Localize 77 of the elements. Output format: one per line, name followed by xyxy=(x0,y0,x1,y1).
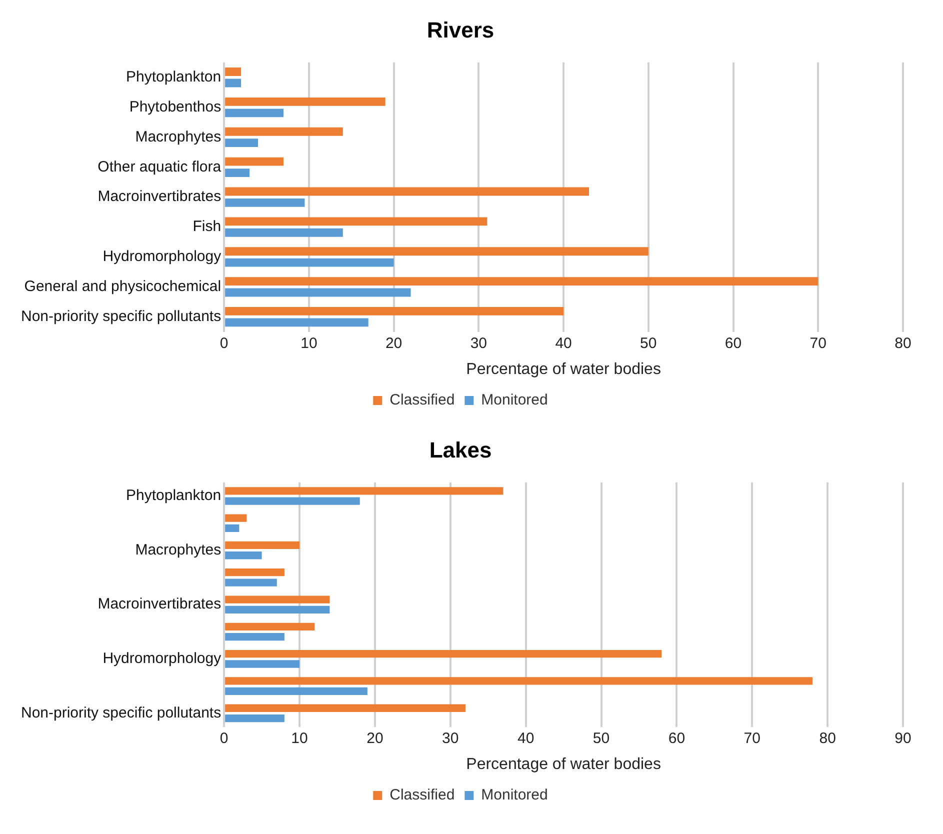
bar xyxy=(225,497,360,505)
bar xyxy=(225,606,330,614)
legend-label: Classified xyxy=(390,786,455,804)
bar xyxy=(225,288,411,297)
legend-label: Monitored xyxy=(481,786,548,804)
bar xyxy=(225,127,343,136)
x-tick-label: 30 xyxy=(442,730,459,747)
bar xyxy=(225,187,589,196)
bar xyxy=(225,318,368,327)
x-tick-label: 40 xyxy=(555,334,572,352)
x-tick-label: 60 xyxy=(724,334,742,352)
y-tick-label: Macroinvertibrates xyxy=(98,188,222,206)
x-tick-label: 0 xyxy=(220,730,228,747)
bar xyxy=(225,108,284,118)
bar xyxy=(225,198,305,207)
y-tick-label: Other aquatic flora xyxy=(98,158,222,176)
bar xyxy=(225,596,330,604)
bar xyxy=(225,552,262,560)
bar xyxy=(225,622,315,630)
bar xyxy=(225,487,504,495)
bar xyxy=(225,660,300,668)
y-tick-label: Fish xyxy=(192,218,222,236)
x-tick-label: 50 xyxy=(592,730,610,747)
x-tick-label: 40 xyxy=(517,730,534,747)
x-tick-label: 20 xyxy=(385,334,402,352)
bar xyxy=(225,228,343,237)
chart-title: Lakes xyxy=(429,437,492,462)
x-tick-label: 80 xyxy=(894,334,912,352)
x-tick-label: 30 xyxy=(470,334,488,352)
y-tick-label: Macroinvertibrates xyxy=(98,596,222,613)
x-tick-label: 0 xyxy=(220,334,228,352)
y-tick-label: Hydromorphology xyxy=(102,650,222,668)
bar xyxy=(225,677,812,685)
bar xyxy=(225,247,648,256)
x-axis-title: Percentage of water bodies xyxy=(466,360,661,378)
x-tick-label: 70 xyxy=(810,334,826,352)
chart-title: Rivers xyxy=(426,17,494,42)
legend-label: Monitored xyxy=(481,392,548,409)
bar xyxy=(225,168,250,177)
bar xyxy=(225,704,466,712)
y-tick-label: Non-priority specific pollutants xyxy=(20,308,222,325)
bar xyxy=(225,78,242,88)
x-tick-label: 10 xyxy=(300,334,318,352)
y-tick-label: Macrophytes xyxy=(135,128,222,146)
x-tick-label: 60 xyxy=(668,730,686,747)
y-tick-label: Phytoplankton xyxy=(126,487,222,504)
bar xyxy=(225,568,284,576)
x-tick-label: 10 xyxy=(291,730,308,747)
x-tick-label: 90 xyxy=(894,730,912,747)
y-tick-label: Non-priority specific pollutants xyxy=(20,704,222,722)
bar xyxy=(225,524,240,532)
bar xyxy=(225,687,368,695)
bar xyxy=(225,514,247,522)
bar xyxy=(225,97,386,106)
bar xyxy=(225,578,277,586)
bar xyxy=(225,541,300,550)
y-tick-label: General and physicochemical xyxy=(24,278,222,296)
bar xyxy=(225,714,284,722)
x-tick-label: 50 xyxy=(640,334,657,352)
bar xyxy=(225,138,258,148)
x-axis-title: Percentage of water bodies xyxy=(466,756,661,773)
bar xyxy=(225,633,284,641)
y-tick-label: Phytobenthos xyxy=(129,98,222,116)
y-tick-label: Hydromorphology xyxy=(102,248,222,266)
bar xyxy=(225,650,662,658)
bar xyxy=(225,307,564,316)
bar xyxy=(225,277,818,286)
x-tick-label: 70 xyxy=(744,730,760,747)
bar xyxy=(225,258,394,267)
legend-label: Classified xyxy=(390,392,455,409)
bar xyxy=(225,157,284,166)
bar xyxy=(225,68,242,76)
x-tick-label: 20 xyxy=(366,730,384,747)
y-tick-label: Phytoplankton xyxy=(126,68,222,86)
x-tick-label: 80 xyxy=(819,730,836,747)
bar xyxy=(225,217,488,226)
y-tick-label: Macrophytes xyxy=(135,541,222,558)
